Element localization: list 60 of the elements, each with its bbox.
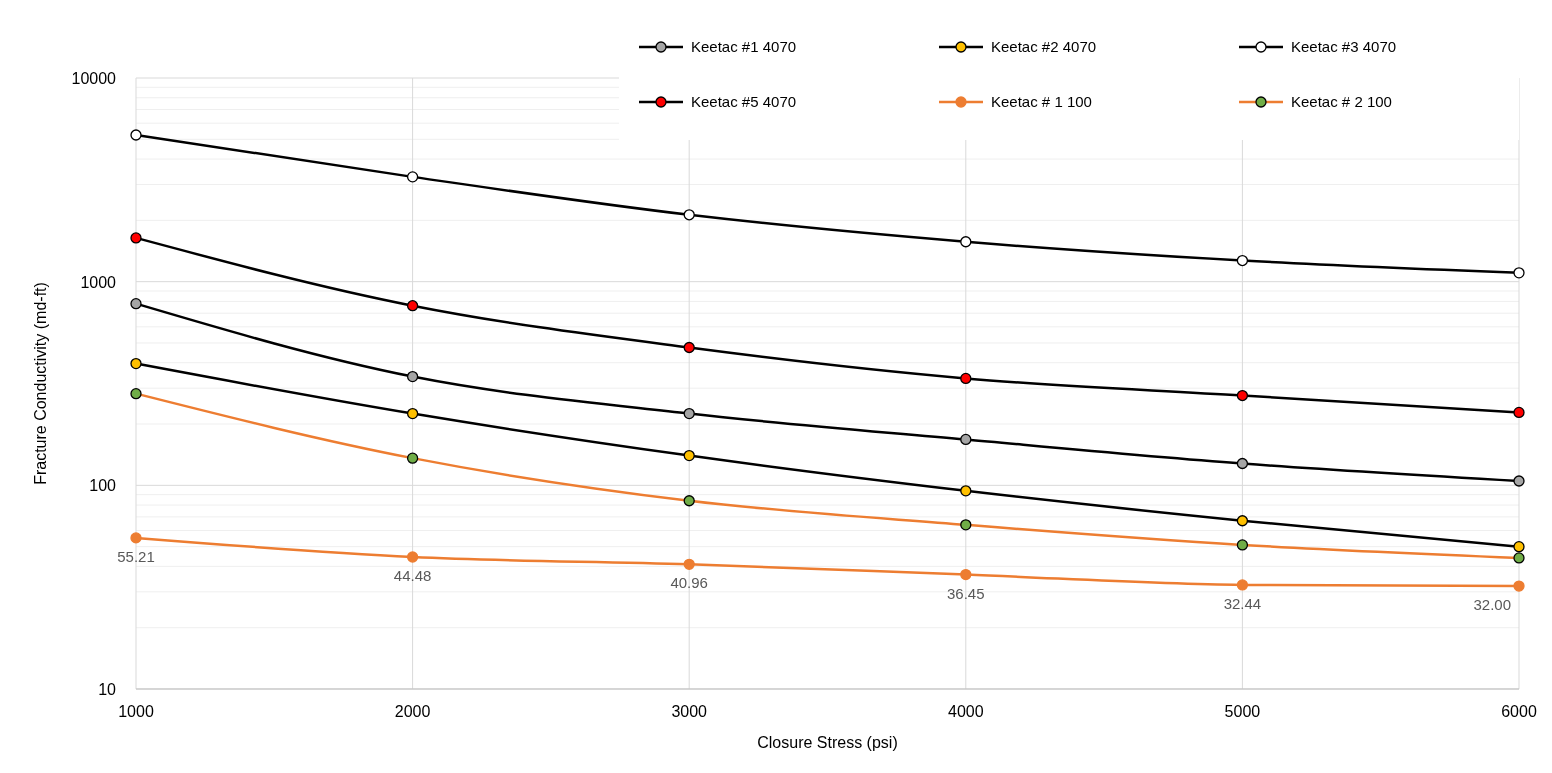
point [683,449,695,462]
point [1513,406,1525,419]
point [406,452,419,464]
y-tick-label: 100 [89,477,117,495]
point [1513,580,1525,592]
x-tick-label: 2000 [394,703,431,720]
point [960,236,972,248]
point [406,551,419,563]
point [406,370,419,383]
point [130,532,142,544]
legend-label: Keetac #1 4070 [691,38,797,55]
point [1236,539,1249,551]
point [130,297,142,310]
x-tick-label: 3000 [671,703,708,720]
data-label: 40.96 [670,574,708,592]
legend-label: Keetac #5 4070 [691,93,797,110]
legend-label: Keetac # 1 100 [991,93,1092,110]
point [1513,540,1525,553]
point [406,300,419,312]
y-tick-label: 1000 [80,273,117,291]
point [406,171,419,183]
point [1513,475,1525,487]
point [960,568,972,581]
point [1513,267,1525,279]
legend-label: Keetac #3 4070 [1291,38,1397,55]
data-label: 32.44 [1223,594,1262,612]
x-tick-label: 6000 [1501,703,1537,720]
point [1513,552,1525,564]
point [1236,515,1249,527]
x-tick-label: 5000 [1224,703,1261,720]
legend-label: Keetac #2 4070 [991,38,1097,55]
point [960,519,972,531]
point [130,232,142,244]
point [683,341,695,354]
data-label: 36.45 [947,584,985,602]
legend-label: Keetac # 2 100 [1291,93,1392,110]
x-tick-label: 4000 [948,703,984,720]
point [1236,254,1249,267]
point [960,485,972,497]
point [130,387,142,400]
point [1236,457,1249,470]
point [960,433,972,446]
point [683,209,695,221]
point [1236,389,1249,402]
x-axis-title: Closure Stress (psi) [757,734,898,751]
point [683,407,695,420]
point [130,129,142,141]
x-tick-label: 1000 [118,703,154,720]
point [130,357,142,370]
data-label: 55.21 [117,547,155,565]
point [683,495,695,507]
data-label: 32.00 [1473,596,1511,614]
y-axis-title: Fracture Conductivity (md-ft) [32,282,49,485]
point [683,558,695,570]
point [960,372,972,385]
y-tick-label: 10000 [71,70,117,87]
y-tick-label: 10 [98,681,117,698]
point [1236,579,1249,591]
point [406,407,419,420]
data-label: 44.48 [393,566,432,584]
